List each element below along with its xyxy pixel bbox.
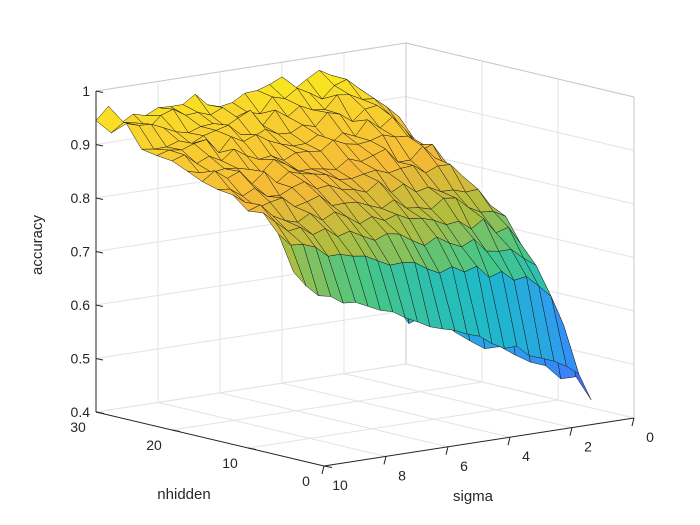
box-edge	[405, 42, 635, 98]
z-tick-mark	[95, 411, 104, 414]
back-wall-grid-line	[95, 363, 407, 413]
z-tick-label: 0.4	[71, 404, 91, 420]
floor-grid-line	[343, 373, 573, 429]
z-axis-label: accuracy	[29, 214, 46, 275]
x-tick-mark	[323, 465, 333, 468]
side-wall-grid-line	[405, 363, 635, 419]
y-axis-line	[323, 417, 635, 467]
y-axis-label: sigma	[453, 488, 494, 505]
y-tick-label: 4	[522, 448, 530, 464]
x-tick-label: 30	[70, 419, 86, 435]
z-tick-mark	[95, 358, 104, 361]
tick-labels: 0 10 20 30 0 2 4 6 8 10 0.4 0.5 0.6 0.7 0.8 0.9 1	[70, 83, 654, 493]
surface-patch	[95, 105, 124, 134]
z-tick-label: 0.8	[71, 190, 91, 206]
x-tick-label: 0	[302, 473, 310, 489]
x-tick-mark	[247, 447, 257, 450]
floor-grid-line	[281, 382, 511, 438]
surface-patch	[278, 233, 307, 287]
y-tick-mark	[383, 456, 387, 465]
y-tick-mark	[507, 437, 511, 446]
y-tick-mark	[569, 427, 573, 436]
floor-grid-line	[157, 401, 387, 457]
z-tick-label: 0.9	[71, 137, 91, 153]
z-tick-mark	[95, 251, 104, 254]
side-wall-grid-line	[405, 149, 635, 205]
x-axis-label: nhidden	[157, 486, 210, 503]
y-tick-label: 8	[398, 467, 406, 483]
accuracy-surface	[95, 69, 592, 401]
z-tick-label: 0.7	[71, 244, 91, 260]
z-tick-mark	[95, 90, 104, 93]
y-tick-mark	[445, 446, 449, 455]
y-tick-label: 6	[460, 458, 468, 474]
x-axis-line	[95, 411, 325, 467]
back-wall-grid-line	[95, 310, 407, 359]
box-edge	[95, 42, 407, 92]
x-tick-label: 10	[222, 455, 238, 471]
floor-grid-line	[219, 392, 449, 448]
x-tick-mark	[171, 429, 181, 432]
x-tick-label: 20	[146, 437, 162, 453]
z-tick-mark	[95, 197, 104, 200]
y-tick-label: 2	[584, 439, 592, 455]
side-wall-grid-line	[405, 96, 635, 151]
floor-grid-line	[171, 381, 483, 431]
floor-grid-line	[247, 399, 559, 449]
z-tick-mark	[95, 144, 104, 147]
z-tick-label: 1	[82, 83, 90, 99]
y-tick-label: 10	[332, 477, 348, 493]
y-tick-mark	[321, 465, 325, 475]
z-tick-label: 0.5	[71, 351, 91, 367]
y-tick-mark	[631, 417, 635, 427]
z-tick-mark	[95, 304, 104, 307]
z-tick-label: 0.6	[71, 297, 91, 313]
y-tick-label: 0	[646, 429, 654, 445]
